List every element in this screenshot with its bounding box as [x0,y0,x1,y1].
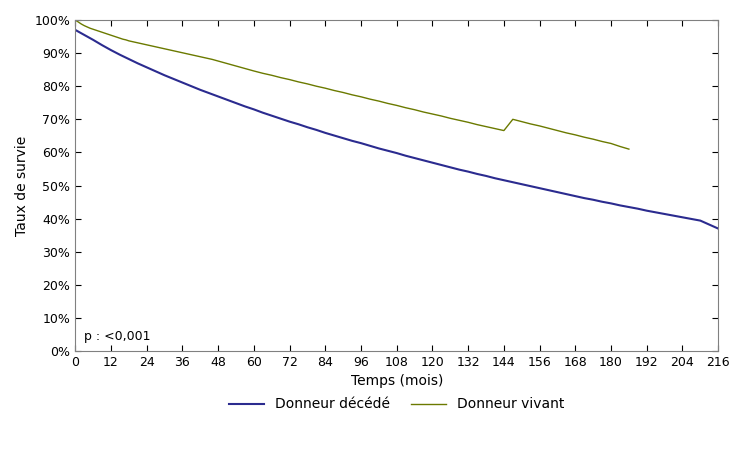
Donneur vivant [154,45,163,50]
Donneur vivant [481,124,490,130]
Donneur vivant [624,146,633,152]
Donneur vivant [148,43,157,49]
Donneur vivant [130,40,139,45]
Donneur décédé [714,226,723,231]
Donneur décédé [651,210,660,215]
Donneur décédé [285,119,294,124]
Donneur décédé [624,204,633,210]
X-axis label: Temps (mois): Temps (mois) [351,375,443,389]
Donneur vivant [71,17,80,23]
Donneur décédé [214,94,223,99]
Y-axis label: Taux de survie: Taux de survie [15,136,29,236]
Donneur vivant [463,119,472,125]
Text: p : <0,001: p : <0,001 [84,330,150,343]
Donneur décédé [71,27,80,33]
Donneur décédé [606,200,615,206]
Line: Donneur décédé: Donneur décédé [75,30,718,228]
Donneur décédé [393,150,402,156]
Line: Donneur vivant: Donneur vivant [75,20,629,149]
Donneur vivant [244,67,253,72]
Legend: Donneur décédé, Donneur vivant: Donneur décédé, Donneur vivant [224,392,570,417]
